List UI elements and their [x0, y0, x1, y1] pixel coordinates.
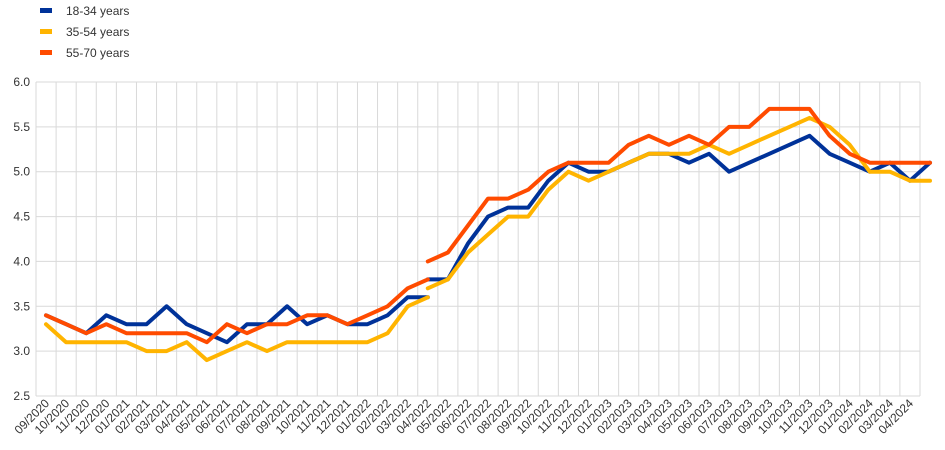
y-tick-label: 5.0: [13, 165, 30, 179]
series-line-18-34-years: [44, 295, 430, 345]
legend-label-35-54: 35-54 years: [66, 24, 130, 39]
series-line-18-34-years: [425, 133, 932, 282]
series-line-55-70-years: [425, 106, 932, 264]
legend-swatch-18-34: [40, 8, 52, 13]
series-line-35-54-years: [44, 295, 430, 363]
y-tick-label: 2.5: [13, 389, 30, 403]
y-tick-label: 4.0: [13, 254, 30, 268]
legend-swatch-55-70: [40, 50, 52, 55]
y-tick-label: 4.5: [13, 210, 30, 224]
legend: 18-34 years 35-54 years 55-70 years: [40, 0, 129, 63]
legend-label-18-34: 18-34 years: [66, 3, 130, 18]
series-line-55-70-years: [44, 277, 430, 345]
y-tick-label: 3.5: [13, 299, 30, 313]
y-tick-label: 6.0: [13, 75, 30, 89]
legend-swatch-35-54: [40, 29, 52, 34]
y-tick-label: 5.5: [13, 120, 30, 134]
series-line-35-54-years: [425, 115, 932, 291]
legend-item-18-34: 18-34 years: [40, 0, 129, 21]
legend-item-55-70: 55-70 years: [40, 42, 129, 63]
legend-label-55-70: 55-70 years: [66, 45, 130, 60]
legend-item-35-54: 35-54 years: [40, 21, 129, 42]
y-tick-label: 3.0: [13, 344, 30, 358]
